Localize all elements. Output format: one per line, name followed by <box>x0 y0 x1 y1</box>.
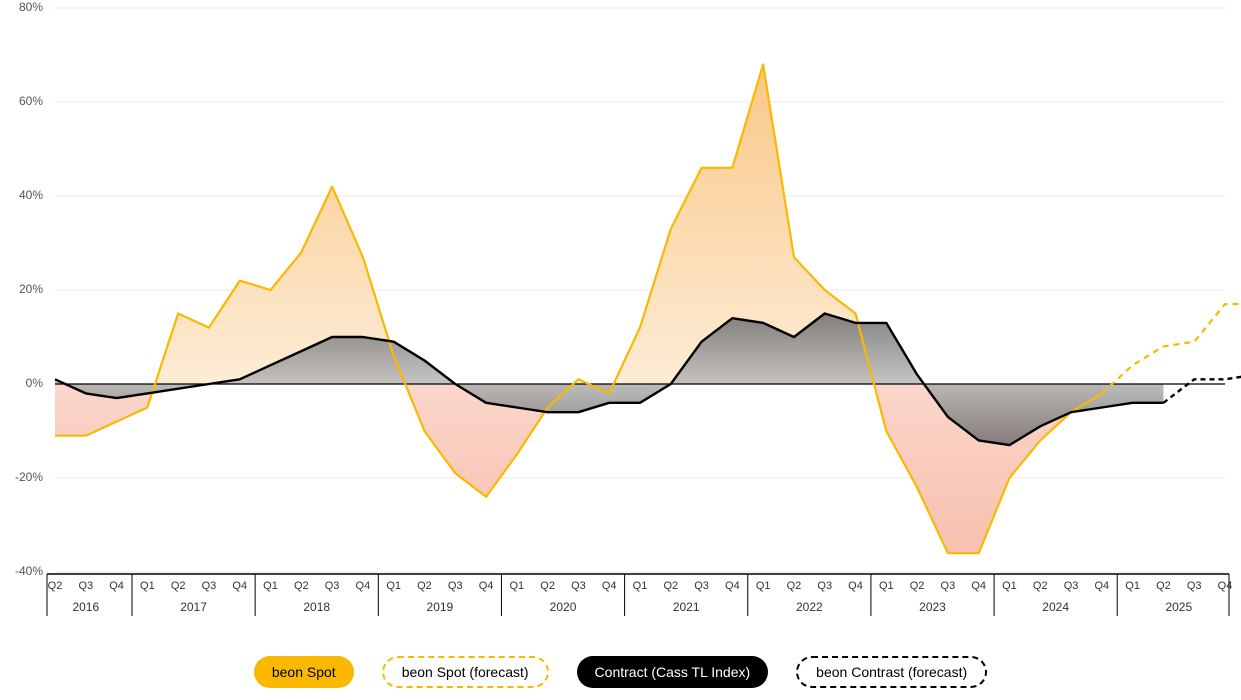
chart-legend: beon Spot beon Spot (forecast) Contract (C… <box>0 656 1241 688</box>
x-quarter-label: Q3 <box>448 580 463 592</box>
x-quarter-label: Q1 <box>879 580 894 592</box>
x-quarter-label: Q3 <box>1187 580 1202 592</box>
x-quarter-label: Q2 <box>663 580 678 592</box>
y-tick-label: 60% <box>19 94 43 108</box>
x-year-label: 2025 <box>1165 600 1192 614</box>
x-quarter-label: Q3 <box>1064 580 1079 592</box>
x-year-label: 2020 <box>550 600 577 614</box>
x-quarter-label: Q1 <box>263 580 278 592</box>
x-quarter-label: Q4 <box>232 580 247 592</box>
y-tick-label: -40% <box>15 564 43 578</box>
x-quarter-label: Q3 <box>202 580 217 592</box>
legend-label: Contract (Cass TL Index) <box>595 665 751 679</box>
legend-item-contract: Contract (Cass TL Index) <box>577 656 769 688</box>
x-quarter-label: Q4 <box>1218 580 1233 592</box>
legend-label: beon Spot <box>272 665 336 679</box>
x-quarter-label: Q2 <box>1033 580 1048 592</box>
x-year-label: 2021 <box>673 600 700 614</box>
y-tick-label: 40% <box>19 188 43 202</box>
x-quarter-label: Q1 <box>756 580 771 592</box>
x-quarter-label: Q2 <box>171 580 186 592</box>
y-tick-label: 80% <box>19 0 43 14</box>
x-year-label: 2019 <box>427 600 454 614</box>
x-quarter-label: Q3 <box>694 580 709 592</box>
x-quarter-label: Q4 <box>109 580 124 592</box>
x-quarter-label: Q4 <box>356 580 371 592</box>
x-quarter-label: Q1 <box>1125 580 1140 592</box>
x-quarter-label: Q4 <box>848 580 863 592</box>
x-quarter-label: Q3 <box>571 580 586 592</box>
legend-label: beon Contrast (forecast) <box>816 665 967 679</box>
legend-item-spot: beon Spot <box>254 656 354 688</box>
x-quarter-label: Q1 <box>509 580 524 592</box>
x-quarter-label: Q1 <box>633 580 648 592</box>
y-tick-label: 20% <box>19 282 43 296</box>
legend-label: beon Spot (forecast) <box>402 665 529 679</box>
x-quarter-label: Q2 <box>540 580 555 592</box>
x-quarter-label: Q2 <box>294 580 309 592</box>
freight-rate-chart: -40% -20% 0% 20% 40% 60% 80% Q2 Q3 Q4 Q1 Q2 Q3 Q4 Q1 Q2… <box>0 0 1241 700</box>
x-year-label: 2016 <box>72 600 99 614</box>
x-quarter-label: Q4 <box>602 580 617 592</box>
legend-item-contract_forecast: beon Contrast (forecast) <box>796 656 987 688</box>
x-quarter-label: Q4 <box>1094 580 1109 592</box>
y-tick-label: 0% <box>26 376 44 390</box>
x-year-label: 2022 <box>796 600 823 614</box>
x-quarter-label: Q1 <box>1002 580 1017 592</box>
x-quarter-label: Q4 <box>725 580 740 592</box>
spot-area-below <box>55 64 1102 553</box>
x-quarter-label: Q2 <box>787 580 802 592</box>
x-year-label: 2018 <box>303 600 330 614</box>
x-quarter-label: Q2 <box>1156 580 1171 592</box>
legend-item-spot_forecast: beon Spot (forecast) <box>382 656 549 688</box>
x-quarter-label: Q2 <box>910 580 925 592</box>
x-quarter-label: Q4 <box>479 580 494 592</box>
x-year-label: 2024 <box>1042 600 1069 614</box>
y-tick-label: -20% <box>15 470 43 484</box>
x-quarter-label: Q3 <box>817 580 832 592</box>
x-quarter-label: Q3 <box>325 580 340 592</box>
x-quarter-label: Q1 <box>386 580 401 592</box>
x-quarter-label: Q3 <box>941 580 956 592</box>
x-year-label: 2023 <box>919 600 946 614</box>
x-quarter-label: Q2 <box>417 580 432 592</box>
x-quarter-label: Q4 <box>971 580 986 592</box>
chart-svg: -40% -20% 0% 20% 40% 60% 80% Q2 Q3 Q4 Q1 Q2 Q3 Q4 Q1 Q2… <box>0 0 1241 700</box>
x-quarter-label: Q3 <box>78 580 93 592</box>
contract-forecast-line <box>1163 361 1241 403</box>
x-year-label: 2017 <box>180 600 207 614</box>
x-quarter-label: Q2 <box>48 580 63 592</box>
x-quarter-label: Q1 <box>140 580 155 592</box>
